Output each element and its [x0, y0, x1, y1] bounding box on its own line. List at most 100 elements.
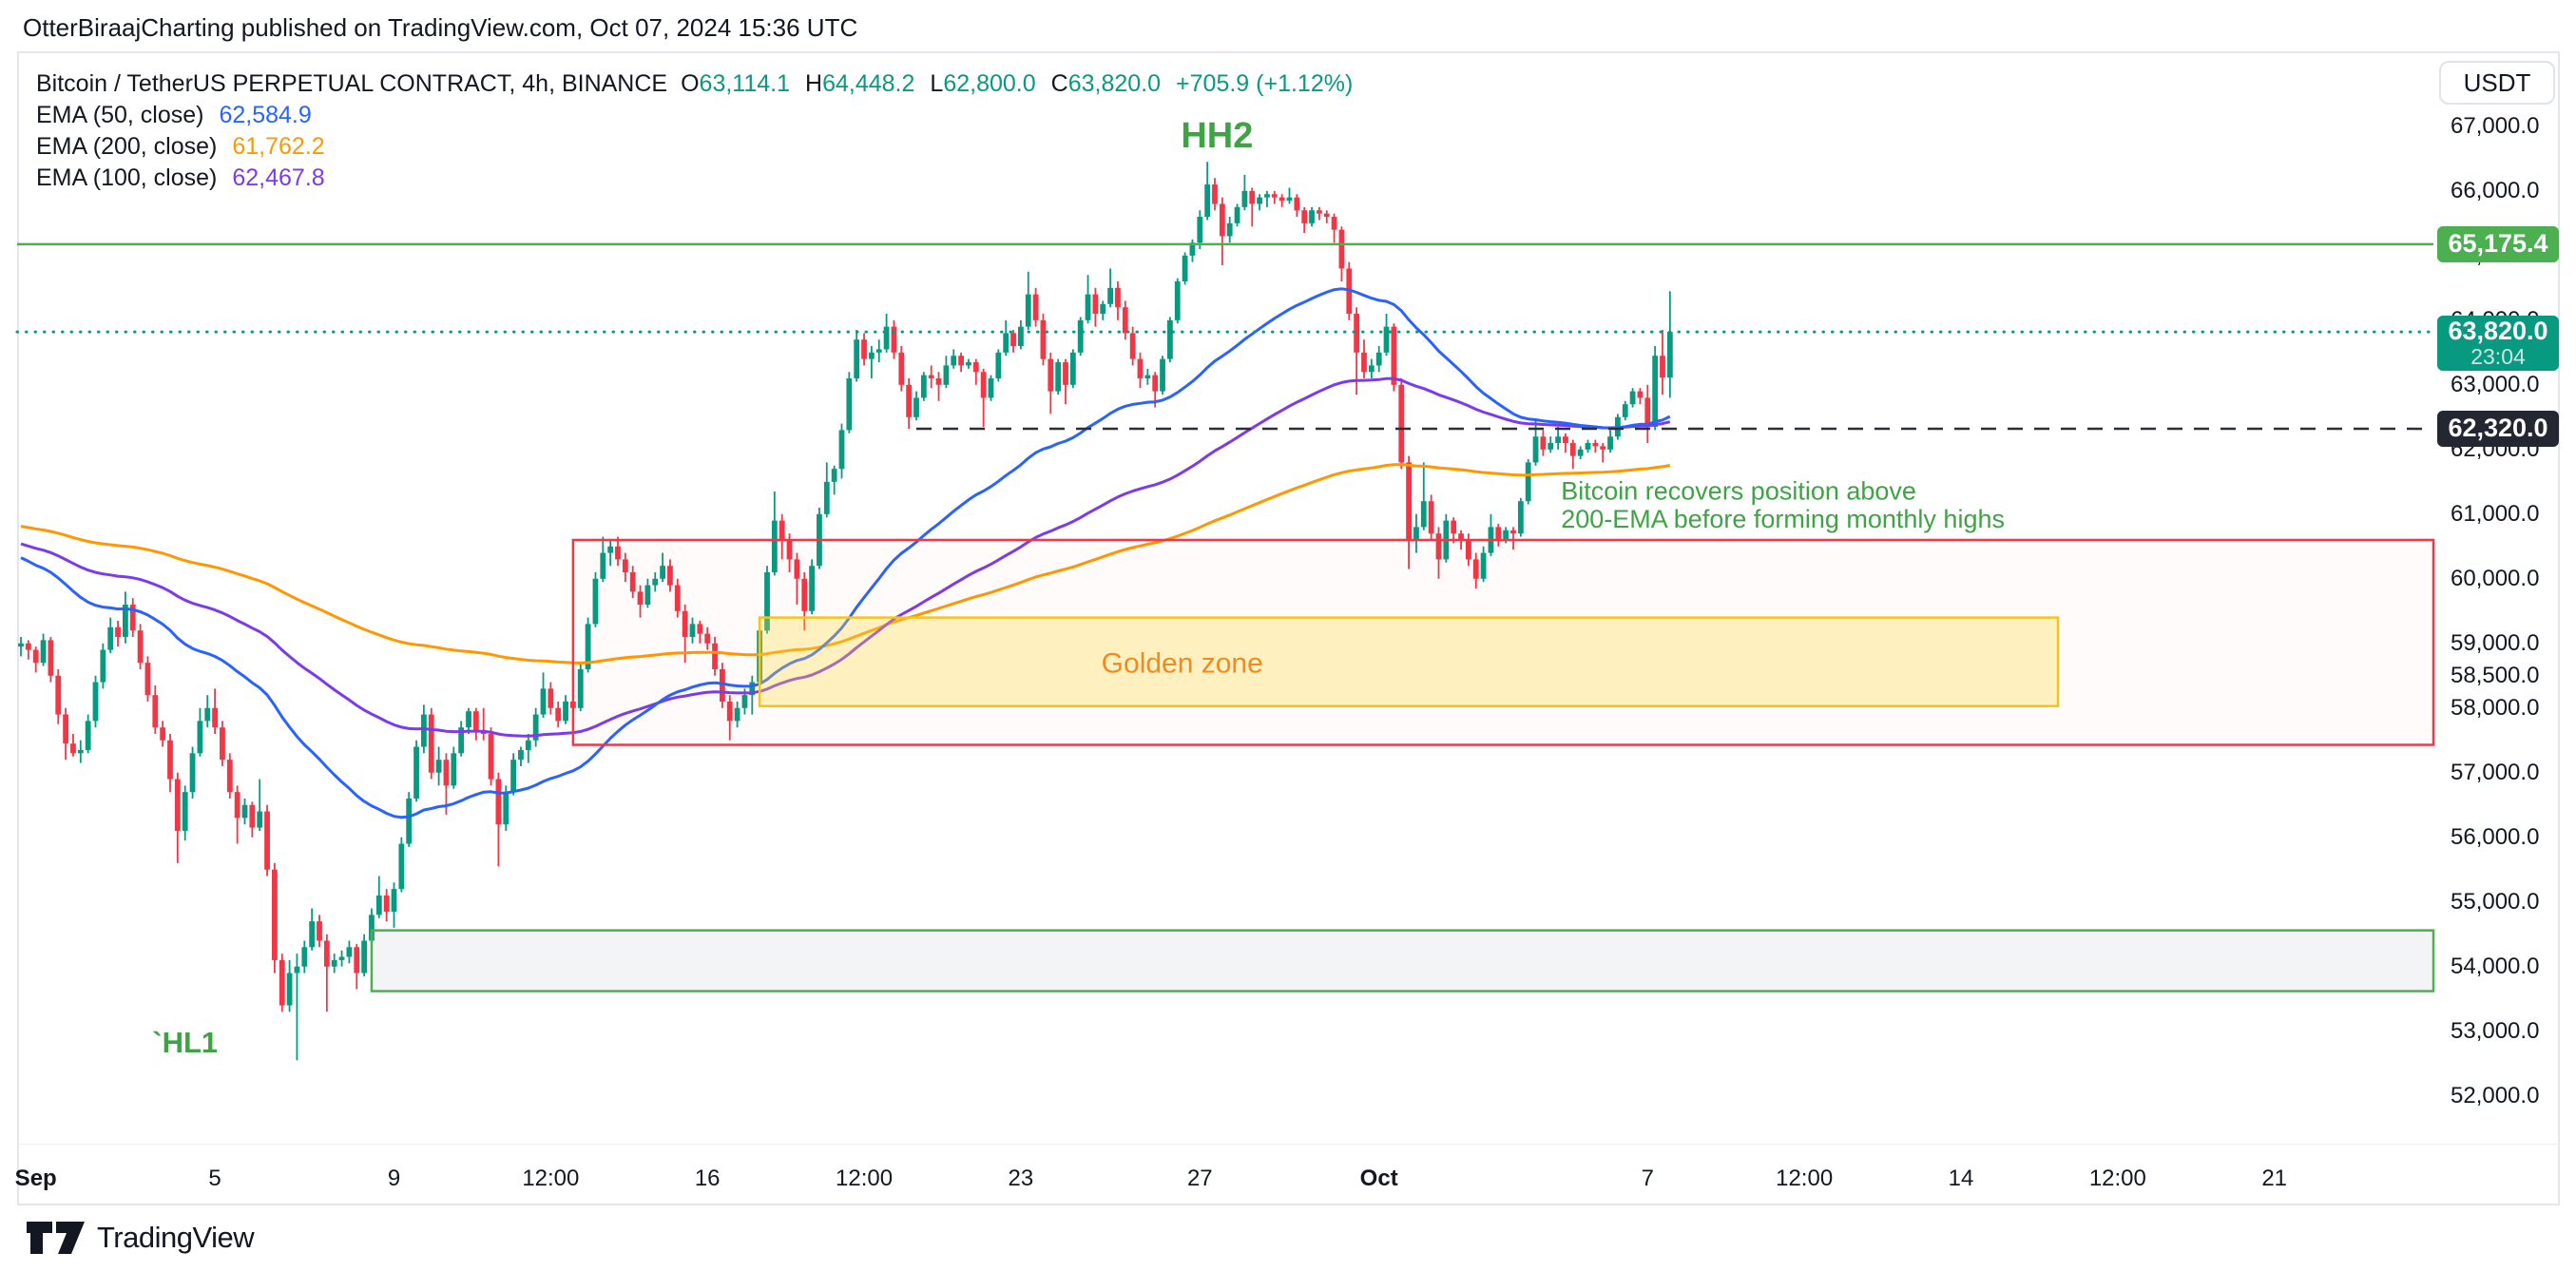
- candle: [891, 319, 897, 359]
- symbol-row: Bitcoin / TetherUS PERPETUAL CONTRACT, 4…: [36, 68, 1368, 100]
- currency-toggle-button[interactable]: USDT: [2439, 61, 2555, 105]
- publisher-line: OtterBiraajCharting published on Trading…: [23, 13, 858, 42]
- indicator-row[interactable]: EMA (100, close) 62,467.8: [36, 163, 1368, 194]
- candle: [361, 934, 367, 976]
- candle: [1055, 358, 1062, 395]
- candle: [241, 798, 248, 825]
- indicator-value: 62,584.9: [219, 102, 312, 128]
- ohlc-prefix: O: [681, 70, 700, 97]
- time-axis[interactable]: Sep 5 9 12:00 16 12:00 23 27 Oct 7 12:00 14 12:00 21: [0, 1150, 2576, 1205]
- candle: [338, 950, 345, 967]
- candle: [555, 701, 562, 728]
- candle: [1107, 268, 1113, 308]
- indicator-row[interactable]: EMA (50, close) 62,584.9: [36, 100, 1368, 131]
- candle: [226, 753, 233, 799]
- candle: [472, 707, 479, 741]
- candle: [1398, 378, 1405, 470]
- candle: [794, 552, 800, 605]
- price-tick: 54,000.0: [2451, 953, 2540, 979]
- candle: [167, 733, 173, 793]
- candle: [1264, 190, 1270, 207]
- candle: [123, 591, 128, 644]
- candle: [466, 707, 471, 734]
- candle: [144, 656, 151, 702]
- candle: [257, 779, 263, 831]
- candle: [189, 746, 196, 799]
- candle: [309, 908, 316, 951]
- candle: [1652, 346, 1659, 431]
- candle: [1129, 326, 1136, 366]
- candle: [1317, 206, 1322, 221]
- ohlc-prefix: L: [930, 70, 944, 97]
- candle: [1383, 314, 1390, 357]
- current-price-label: 63,820.0 23:04: [2437, 316, 2559, 372]
- target-price-value: 65,175.4: [2448, 229, 2548, 259]
- candle: [823, 462, 830, 518]
- time-tick: 12:00: [836, 1166, 894, 1191]
- candle: [1480, 546, 1487, 583]
- tradingview-logo-text[interactable]: TradingView: [97, 1221, 255, 1254]
- candle: [1174, 278, 1181, 324]
- candle: [137, 624, 144, 669]
- time-tick: Sep: [14, 1166, 57, 1191]
- tradingview-logo-icon[interactable]: [27, 1221, 86, 1255]
- candle: [1286, 187, 1293, 204]
- candle: [92, 675, 99, 728]
- candle: [77, 740, 84, 763]
- footer: TradingView: [27, 1221, 255, 1255]
- candle: [1226, 217, 1233, 243]
- candle: [1368, 358, 1375, 379]
- candle: [1563, 433, 1568, 453]
- candle: [323, 934, 330, 1012]
- candle: [629, 566, 636, 599]
- candle: [988, 375, 994, 401]
- candle: [1577, 446, 1584, 460]
- candle: [1301, 206, 1308, 234]
- ray-price-label: 62,320.0: [2437, 411, 2559, 448]
- chart-legend: Bitcoin / TetherUS PERPETUAL CONTRACT, 4…: [36, 68, 1368, 194]
- candle: [1428, 494, 1434, 540]
- candle: [928, 365, 934, 389]
- candle: [622, 552, 628, 583]
- candle: [697, 620, 703, 644]
- candle: [495, 772, 502, 867]
- candle: [1048, 352, 1054, 414]
- green-support-zone: [370, 929, 2435, 993]
- candle: [704, 626, 711, 650]
- candle: [592, 571, 599, 627]
- candle: [1622, 400, 1628, 421]
- candle: [1644, 384, 1651, 444]
- price-tick: 57,000.0: [2451, 759, 2540, 785]
- candle: [532, 707, 539, 747]
- candle: [220, 721, 225, 766]
- candle: [234, 785, 240, 844]
- price-tick: 55,000.0: [2451, 888, 2540, 915]
- candle: [375, 876, 382, 918]
- candle: [1025, 271, 1031, 331]
- indicator-row[interactable]: EMA (200, close) 61,762.2: [36, 131, 1368, 163]
- price-tick: 56,000.0: [2451, 823, 2540, 850]
- candle: [1144, 368, 1151, 385]
- candle: [1495, 523, 1502, 547]
- time-tick: 27: [1186, 1166, 1213, 1191]
- candle: [129, 598, 136, 637]
- candle: [413, 740, 419, 802]
- candle: [1472, 552, 1479, 588]
- candle: [875, 339, 882, 363]
- indicator-label: EMA (100, close): [36, 164, 218, 191]
- candle: [869, 346, 875, 379]
- candle: [1122, 300, 1128, 340]
- time-tick: 5: [208, 1166, 221, 1191]
- candle: [212, 688, 218, 734]
- candle: [1569, 439, 1576, 470]
- candle: [1666, 291, 1673, 398]
- candle: [160, 721, 166, 747]
- candle: [1257, 194, 1262, 211]
- candle: [1309, 206, 1315, 227]
- price-axis[interactable]: 67,000.066,000.065,000.064,000.063,000.0…: [2435, 51, 2560, 1144]
- candle: [920, 372, 927, 401]
- candle: [1212, 178, 1218, 211]
- candle: [301, 940, 308, 973]
- annotation-golden-zone-label: Golden zone: [1102, 647, 1263, 679]
